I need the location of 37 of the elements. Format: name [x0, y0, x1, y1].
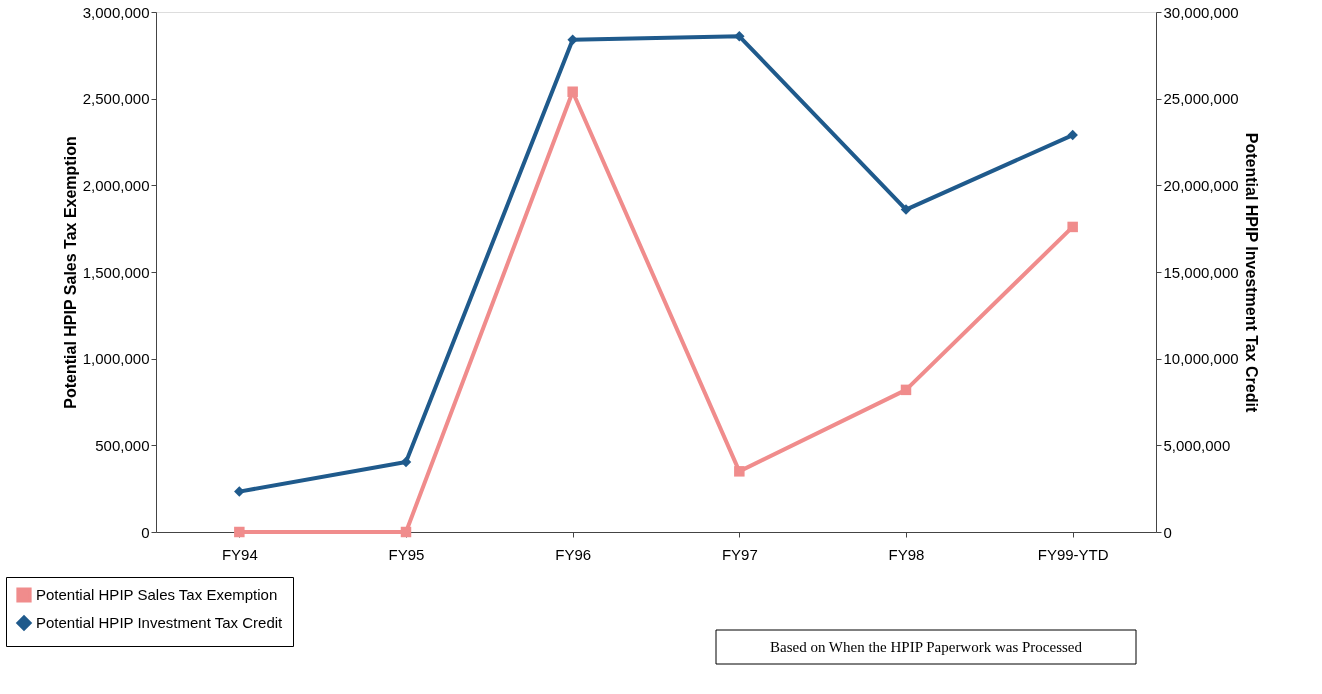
- point: [734, 31, 745, 42]
- y-tick-label: 1,500,000: [82, 263, 150, 281]
- point: [1067, 221, 1078, 233]
- point: [400, 456, 412, 468]
- point: [234, 486, 245, 497]
- x-tick-label: FY98: [888, 545, 925, 563]
- point: [567, 86, 578, 97]
- legend-label: Potential HPIP Investment Tax Credit: [36, 614, 284, 631]
- point: [900, 204, 912, 215]
- y-tick-label: 1,000,000: [82, 350, 150, 368]
- y2-tick-label: 0: [1163, 523, 1172, 541]
- legend-label: Potential HPIP Sales Tax Exemption: [36, 586, 278, 603]
- y2-axis-title: Potential HPIP Investment Tax Credit: [1242, 132, 1260, 413]
- y-tick-label: 3,000,000: [82, 3, 150, 21]
- point: [567, 34, 578, 45]
- y2-tick-label: 30,000,000: [1163, 3, 1239, 21]
- y2-tick-label: 5,000,000: [1163, 436, 1231, 454]
- point: [400, 526, 412, 538]
- y2-tick-label: 10,000,000: [1163, 350, 1239, 368]
- text: Based on When the HPIP Paperwork was Processed: [769, 639, 1083, 655]
- point: [900, 384, 912, 396]
- y2-tick-label: 25,000,000: [1163, 90, 1239, 108]
- point: [1067, 129, 1078, 141]
- y-tick-label: 2,000,000: [82, 176, 150, 194]
- y2-tick-label: 15,000,000: [1163, 263, 1239, 281]
- y-tick-label: 500,000: [95, 436, 150, 454]
- y-tick-label: 0: [141, 523, 150, 541]
- x-tick-label: FY96: [555, 545, 592, 563]
- x-tick-label: FY95: [388, 545, 425, 563]
- x-tick-label: FY94: [221, 545, 258, 563]
- x-tick-label: FY99-YTD: [1037, 545, 1109, 563]
- y-tick-label: 2,500,000: [82, 90, 150, 108]
- point: [234, 526, 245, 538]
- x-tick-label: FY97: [721, 545, 758, 563]
- y2-tick-label: 20,000,000: [1163, 176, 1239, 194]
- y-axis-title: Potential HPIP Sales Tax Exemption: [61, 136, 79, 409]
- point: [734, 466, 745, 477]
